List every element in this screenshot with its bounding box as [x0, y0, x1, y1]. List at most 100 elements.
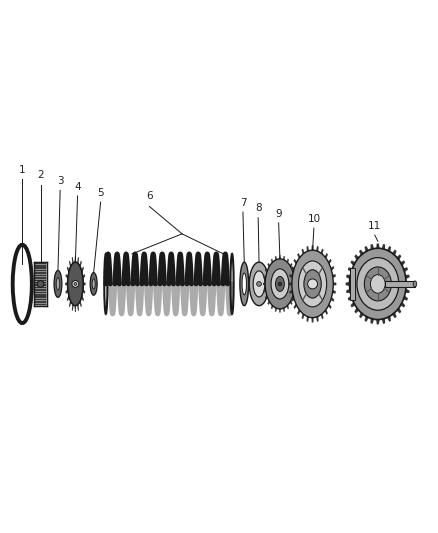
Polygon shape [35, 296, 46, 298]
Polygon shape [297, 253, 300, 259]
Ellipse shape [357, 257, 399, 310]
Polygon shape [291, 266, 294, 271]
Ellipse shape [299, 261, 327, 307]
Polygon shape [354, 255, 359, 260]
Polygon shape [35, 268, 46, 269]
Text: 2: 2 [37, 171, 44, 180]
Polygon shape [405, 275, 410, 279]
Polygon shape [354, 308, 359, 313]
Polygon shape [307, 317, 309, 321]
Ellipse shape [253, 271, 265, 297]
Polygon shape [392, 312, 396, 318]
Polygon shape [302, 313, 304, 319]
Polygon shape [403, 268, 408, 272]
Polygon shape [294, 276, 297, 279]
Polygon shape [371, 244, 374, 249]
Polygon shape [392, 250, 396, 255]
Polygon shape [35, 304, 46, 305]
Polygon shape [80, 261, 81, 267]
Polygon shape [348, 296, 352, 301]
Polygon shape [321, 249, 323, 254]
Polygon shape [290, 274, 293, 278]
Polygon shape [387, 316, 391, 321]
Polygon shape [279, 309, 281, 312]
Polygon shape [400, 261, 405, 266]
Polygon shape [35, 299, 46, 301]
Polygon shape [348, 268, 352, 272]
Text: 9: 9 [276, 208, 282, 219]
Polygon shape [66, 274, 68, 279]
Polygon shape [67, 295, 69, 301]
Polygon shape [325, 309, 328, 314]
Circle shape [257, 281, 261, 286]
Text: 1: 1 [19, 165, 25, 175]
Polygon shape [351, 302, 355, 308]
Polygon shape [35, 263, 46, 264]
Circle shape [278, 282, 282, 286]
Polygon shape [297, 309, 300, 314]
Text: 10: 10 [307, 214, 321, 224]
Polygon shape [316, 317, 318, 321]
Polygon shape [271, 259, 273, 263]
Polygon shape [331, 297, 334, 302]
Polygon shape [295, 282, 297, 285]
Polygon shape [283, 308, 285, 312]
Text: 7: 7 [240, 198, 246, 208]
Polygon shape [35, 274, 46, 276]
Ellipse shape [92, 279, 95, 289]
Polygon shape [328, 259, 332, 264]
Ellipse shape [371, 274, 385, 293]
Polygon shape [35, 294, 46, 295]
Text: 11: 11 [368, 221, 381, 231]
Text: 5: 5 [97, 188, 104, 198]
Ellipse shape [292, 250, 333, 318]
Polygon shape [67, 267, 69, 272]
Polygon shape [275, 256, 277, 260]
Ellipse shape [67, 262, 83, 305]
Polygon shape [316, 246, 318, 252]
Polygon shape [75, 305, 76, 312]
Polygon shape [290, 301, 292, 305]
Polygon shape [268, 301, 270, 305]
Ellipse shape [271, 269, 289, 299]
Polygon shape [387, 246, 391, 252]
Polygon shape [365, 316, 368, 321]
Polygon shape [35, 265, 46, 266]
Polygon shape [290, 263, 292, 267]
Circle shape [37, 280, 44, 287]
Polygon shape [325, 253, 328, 259]
Polygon shape [346, 289, 350, 293]
Polygon shape [35, 301, 46, 303]
Polygon shape [406, 282, 410, 286]
Polygon shape [293, 269, 295, 272]
Polygon shape [283, 256, 285, 260]
Polygon shape [35, 270, 46, 271]
Polygon shape [382, 319, 385, 324]
Polygon shape [331, 266, 334, 271]
Polygon shape [287, 305, 289, 309]
Polygon shape [35, 289, 46, 290]
Text: 3: 3 [57, 176, 64, 186]
Polygon shape [351, 261, 355, 266]
Polygon shape [371, 319, 374, 324]
Polygon shape [263, 282, 265, 285]
Polygon shape [268, 263, 270, 267]
Polygon shape [294, 259, 297, 264]
Ellipse shape [242, 273, 247, 295]
Polygon shape [287, 259, 289, 263]
Polygon shape [75, 256, 76, 262]
Ellipse shape [350, 248, 406, 320]
Ellipse shape [413, 281, 417, 287]
Ellipse shape [240, 262, 249, 305]
Polygon shape [350, 268, 355, 300]
Polygon shape [290, 290, 293, 294]
Polygon shape [77, 304, 79, 311]
Text: 4: 4 [74, 182, 81, 192]
Polygon shape [397, 255, 401, 260]
Ellipse shape [90, 272, 97, 295]
Ellipse shape [56, 278, 60, 290]
Polygon shape [365, 246, 368, 252]
Polygon shape [72, 257, 74, 264]
Polygon shape [65, 282, 67, 286]
Polygon shape [72, 304, 74, 311]
